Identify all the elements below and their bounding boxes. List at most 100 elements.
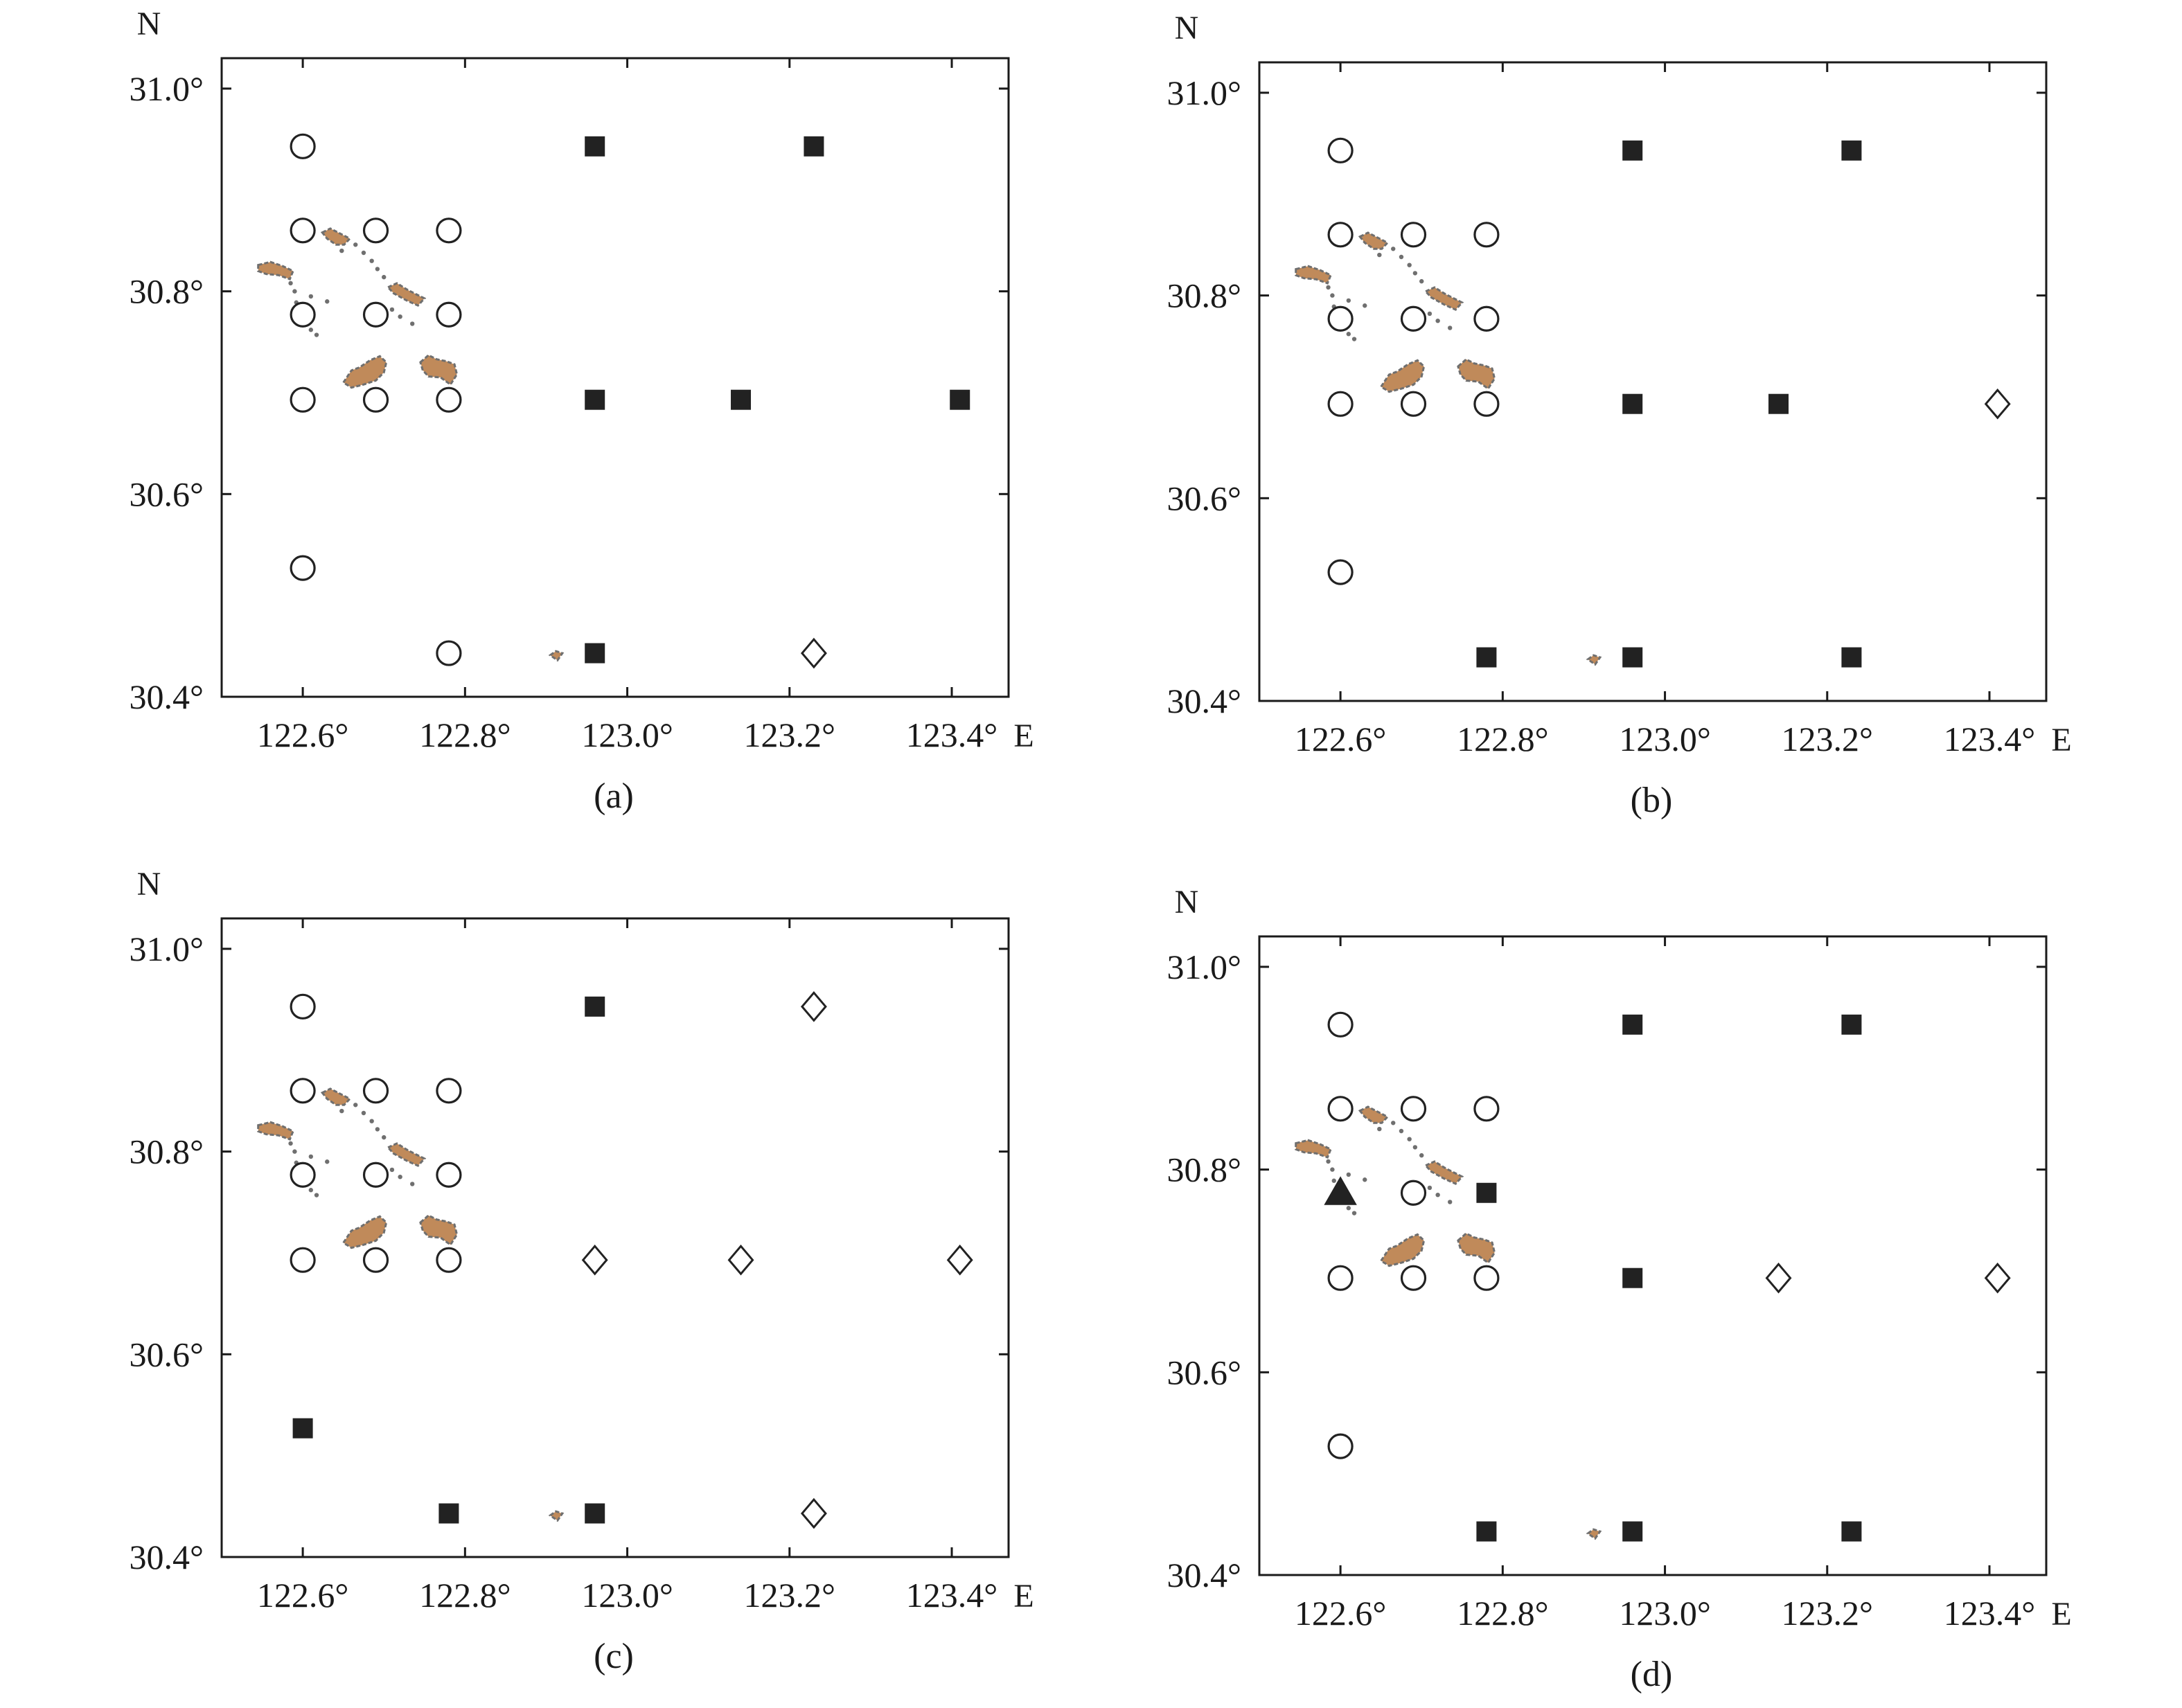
islet-dot — [314, 332, 319, 337]
station-marker-open-diamond — [727, 1244, 754, 1276]
islet-dot — [1419, 1153, 1424, 1158]
station-marker-open-circle — [362, 217, 389, 244]
lon-tick-label: 123.4° — [906, 1576, 998, 1614]
lon-tick-label: 123.4° — [1944, 1594, 2036, 1633]
lon-tick-label: 123.2° — [1782, 1594, 1874, 1633]
islet-dot — [292, 1149, 297, 1154]
lon-tick-label: 122.6° — [257, 1576, 349, 1614]
station-marker-filled-square — [1476, 1182, 1497, 1203]
station-marker-filled-square — [585, 136, 605, 157]
lon-tick-label: 122.6° — [1295, 1594, 1387, 1633]
panel-frame — [220, 57, 1010, 698]
station-marker-open-circle — [436, 386, 462, 413]
station-marker-filled-square — [1476, 647, 1497, 668]
station-marker-filled-square — [1841, 140, 1862, 161]
lat-tick-label: 30.6° — [1167, 479, 1242, 517]
map-panel-2: 31.0° 30.8° 30.6° 30.4° 122.6° 122.8° 123.0° 12… — [1167, 10, 2072, 820]
lat-tick-label: 31.0° — [130, 929, 204, 968]
island-shape — [1586, 654, 1602, 666]
islet-dot — [1399, 1128, 1404, 1134]
station-marker-open-diamond — [1765, 1262, 1792, 1294]
lon-tick-label: 123.0° — [1619, 1594, 1711, 1633]
islet-dot — [1346, 1172, 1351, 1177]
station-marker-open-circle — [362, 1247, 389, 1273]
islet-dot — [1448, 1200, 1453, 1204]
lon-tick-label: 123.2° — [744, 715, 836, 754]
islet-dot — [382, 1135, 387, 1140]
station-marker-open-circle — [1327, 222, 1354, 248]
islet-dot — [361, 1110, 366, 1116]
lat-tick-label: 30.4° — [130, 677, 204, 716]
island-shape — [342, 355, 388, 389]
lon-tick-label: 123.0° — [581, 1576, 673, 1614]
islet-dot — [1346, 332, 1351, 337]
lon-tick-label: 123.0° — [581, 715, 673, 754]
station-marker-open-circle — [362, 301, 389, 328]
station-marker-open-circle — [1400, 391, 1427, 417]
islet-dot — [398, 1174, 402, 1180]
station-marker-filled-square — [1622, 1521, 1643, 1542]
north-axis-label: N — [137, 6, 161, 42]
islet-dot — [1412, 271, 1418, 276]
island-shape — [419, 1214, 459, 1247]
islet-dot — [288, 1141, 293, 1146]
station-marker-open-circle — [290, 301, 316, 328]
station-marker-open-circle — [1327, 559, 1354, 585]
islet-dot — [382, 274, 387, 280]
station-marker-open-circle — [436, 1162, 462, 1188]
islet-dot — [1377, 1126, 1382, 1132]
north-axis-label: N — [1175, 884, 1199, 920]
east-axis-label: E — [1013, 1578, 1034, 1614]
station-marker-open-circle — [362, 1162, 389, 1188]
islet-dot — [1377, 252, 1382, 258]
station-markers — [290, 133, 970, 669]
islet-dot — [308, 1154, 314, 1159]
station-marker-filled-square — [1622, 647, 1643, 668]
station-marker-open-circle — [1400, 1096, 1427, 1122]
map-panel-3: 31.0° 30.8° 30.6° 30.4° 122.6° 122.8° 123.0° 12… — [130, 866, 1034, 1676]
station-markers — [290, 991, 973, 1529]
islet-dot — [1399, 254, 1404, 260]
islands — [257, 1087, 565, 1522]
station-marker-filled-square — [950, 389, 970, 410]
islet-dot — [308, 1188, 314, 1193]
panel-caption: (a) — [594, 776, 634, 816]
lat-tick-label: 30.8° — [130, 272, 204, 311]
islet-dot — [398, 314, 402, 319]
panel-frame — [1258, 935, 2048, 1576]
station-marker-filled-square — [1841, 1014, 1862, 1035]
north-axis-label: N — [137, 866, 161, 902]
island-shape — [320, 227, 352, 246]
lon-tick-label: 122.8° — [419, 1576, 511, 1614]
islet-dot — [314, 1193, 319, 1198]
lat-tick-label: 30.8° — [130, 1132, 204, 1171]
map-panel-4: 31.0° 30.8° 30.6° 30.4° 122.6° 122.8° 123.0° 12… — [1167, 884, 2072, 1694]
islet-dot — [375, 267, 380, 272]
station-marker-open-circle — [290, 1078, 316, 1104]
islet-dot — [1407, 263, 1412, 267]
station-marker-open-circle — [362, 1078, 389, 1104]
islet-dot — [1330, 293, 1335, 298]
lon-tick-label: 123.2° — [1782, 720, 1874, 758]
panel-frame — [1258, 61, 2048, 702]
islet-dot — [1412, 1145, 1418, 1150]
station-marker-open-circle — [290, 1247, 316, 1273]
station-marker-filled-triangle — [1324, 1176, 1357, 1205]
islet-dot — [308, 294, 314, 299]
island-shape — [1295, 265, 1333, 285]
lat-tick-label: 31.0° — [130, 69, 204, 108]
islands — [257, 227, 565, 662]
island-shape — [1379, 1233, 1426, 1267]
station-marker-filled-square — [292, 1418, 313, 1439]
lon-tick-label: 122.8° — [1457, 720, 1549, 758]
islet-dot — [1326, 285, 1331, 290]
station-marker-open-circle — [436, 1078, 462, 1104]
lat-tick-label: 30.6° — [130, 474, 204, 513]
station-marker-open-circle — [436, 217, 462, 244]
lon-tick-label: 123.2° — [744, 1576, 836, 1614]
station-marker-filled-square — [585, 1503, 605, 1524]
islet-dot — [410, 1182, 415, 1186]
island-shape — [1423, 1160, 1464, 1185]
station-marker-filled-square — [731, 389, 752, 410]
